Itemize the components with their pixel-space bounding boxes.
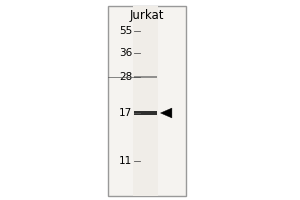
Bar (108, 6, 186, 196)
Text: 17: 17 (119, 108, 132, 118)
Text: Jurkat: Jurkat (130, 9, 164, 22)
Text: 28: 28 (119, 72, 132, 82)
Text: 36: 36 (119, 48, 132, 58)
Text: 11: 11 (119, 156, 132, 166)
Polygon shape (160, 108, 172, 118)
Text: 55: 55 (119, 26, 132, 36)
Bar (133, 6, 158, 196)
Bar (134, 111, 157, 115)
Bar (134, 76, 157, 78)
